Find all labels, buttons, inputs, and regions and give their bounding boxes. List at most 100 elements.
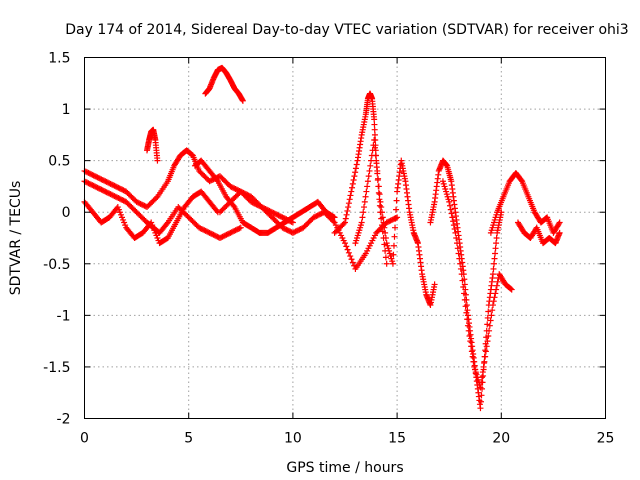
data-point [227,183,234,190]
data-point [271,210,278,217]
data-point [343,211,350,218]
data-point [241,190,248,197]
data-point [111,193,118,200]
data-point [207,230,214,237]
data-point [102,188,109,195]
data-point [232,227,239,234]
series-track-k [439,178,515,391]
data-point [373,160,380,167]
data-point [493,282,500,289]
data-point [382,229,389,236]
data-point [95,175,102,182]
data-point [239,189,246,196]
data-point [94,184,101,191]
data-point [98,176,105,183]
data-point [454,240,461,247]
data-point [314,212,321,219]
data-point [352,169,359,176]
data-point [371,137,378,144]
series-track-m [514,219,563,247]
data-point [207,177,214,184]
data-point [393,206,400,213]
data-point [213,176,220,183]
data-point [481,358,488,365]
data-point [382,254,389,261]
data-point [480,363,487,370]
data-point [111,182,118,189]
data-point [392,224,399,231]
data-point [133,198,140,205]
data-point [455,250,462,257]
data-point [220,233,227,240]
data-point [330,218,337,225]
data-point [201,227,208,234]
data-point [349,259,356,266]
data-point [140,202,147,209]
data-point [112,193,119,200]
data-point [477,384,484,391]
data-point [114,184,121,191]
data-point [287,228,294,235]
data-point [377,198,384,205]
data-point [112,183,119,190]
x-tick-label: 15 [388,431,406,447]
data-point [344,246,351,253]
data-point [493,286,500,293]
data-point [382,235,389,241]
data-point [99,176,106,183]
data-point [315,211,322,218]
data-point [393,197,400,204]
data-point [376,191,383,198]
data-point [295,227,302,234]
data-point [115,195,122,202]
y-tick-label: -0.5 [43,257,70,273]
data-point [345,200,352,207]
data-point [279,224,286,231]
data-point [488,312,495,319]
data-point [485,308,492,315]
data-point [494,278,501,285]
data-point [275,212,282,219]
data-point [206,178,213,185]
data-point [110,192,117,199]
data-point [198,225,205,232]
data-point [229,184,236,191]
data-point [211,232,218,239]
data-point [352,165,359,172]
data-point [120,187,127,194]
data-point [206,229,213,236]
data-point [213,233,220,240]
data-point [107,191,114,198]
data-point [116,185,123,192]
data-point [487,317,494,324]
data-point [243,191,250,198]
data-point [272,211,279,218]
data-point [381,224,388,231]
data-point [205,229,212,236]
data-point [492,245,499,252]
data-point [484,321,491,328]
data-point [348,188,355,195]
x-tick-label: 0 [80,431,89,447]
series-track-l [487,170,563,236]
data-point [462,303,469,310]
data-point [457,260,464,267]
data-point [477,405,484,412]
data-point [93,173,100,180]
data-point [89,171,96,178]
data-point [483,343,490,350]
data-point [142,203,149,210]
data-point [384,218,391,225]
data-point [364,183,371,190]
data-point [349,180,356,187]
data-point [461,290,468,297]
data-point [371,126,378,133]
data-point [387,217,394,224]
data-point [555,220,562,227]
data-point [312,213,319,220]
data-point [343,243,350,250]
data-point [99,187,106,194]
data-point [85,180,92,187]
data-point [231,227,238,234]
data-point [556,229,563,236]
